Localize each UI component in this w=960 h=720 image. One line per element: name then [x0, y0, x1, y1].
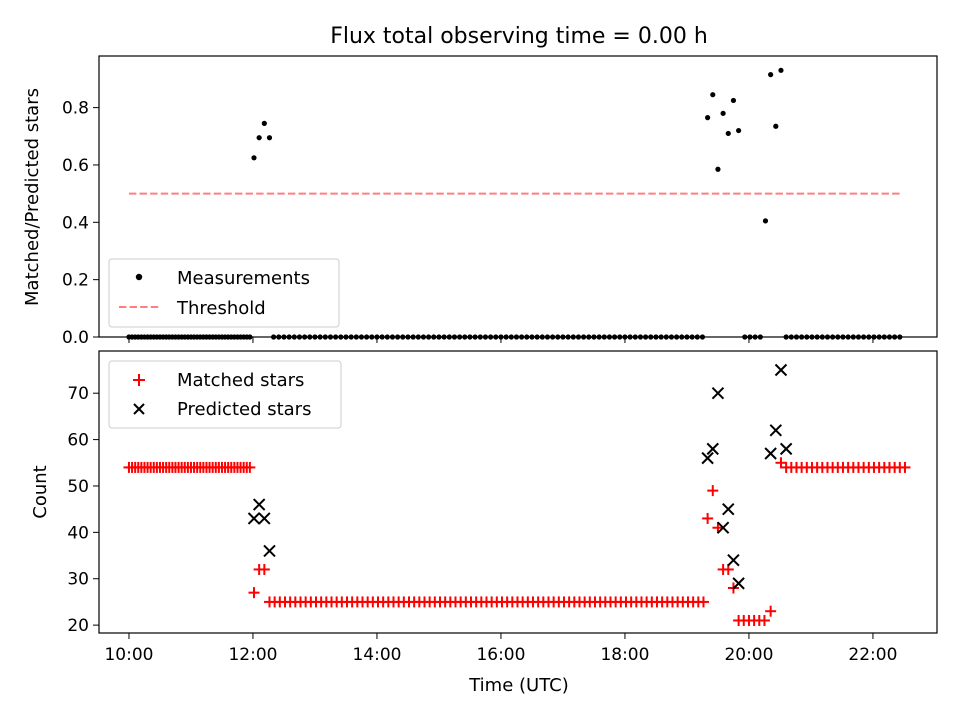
measurement-point — [710, 92, 716, 98]
predicted-star-point — [732, 577, 745, 590]
top-y-tick-label: 0.8 — [62, 99, 89, 119]
measurement-point — [762, 218, 769, 224]
bottom-legend-box — [108, 360, 342, 429]
top-legend-box — [108, 258, 340, 328]
predicted-star-point — [258, 512, 271, 525]
bottom-y-tick-label: 60 — [67, 431, 89, 451]
predicted-star-point — [263, 544, 276, 558]
predicted-star-point — [711, 387, 725, 400]
predicted-star-point — [706, 442, 719, 456]
top-legend: Measurements Threshold — [108, 258, 340, 328]
measurement-point — [705, 115, 711, 121]
legend-measurements-marker — [135, 273, 143, 281]
bottom-legend: Matched stars Predicted stars — [108, 360, 342, 429]
matched-star-point — [712, 522, 724, 534]
bottom-y-tick-label: 20 — [67, 616, 89, 636]
legend-predicted-marker — [133, 403, 145, 415]
measurement-point — [720, 110, 726, 116]
top-panel: 0.00.20.40.60.8 Matched/Predicted stars … — [22, 55, 938, 348]
top-y-tick-label: 0.4 — [62, 213, 89, 233]
measurement-point — [715, 166, 721, 172]
predicted-star-point — [774, 363, 788, 377]
measurement-point — [256, 135, 262, 141]
bottom-y-axis-label: Count — [30, 465, 51, 518]
x-tick-label: 18:00 — [600, 645, 649, 665]
predicted-star-point — [727, 553, 740, 567]
top-y-tick-label: 0.0 — [62, 328, 89, 348]
predicted-star-point — [722, 502, 735, 516]
x-tick-label: 14:00 — [352, 645, 401, 665]
predicted-star-points — [247, 363, 793, 590]
x-tick-label: 10:00 — [104, 645, 153, 665]
top-y-tick-label: 0.2 — [62, 271, 89, 291]
x-tick-label: 20:00 — [724, 645, 773, 665]
bottom-y-tick-label: 30 — [67, 570, 89, 590]
legend-matched-label: Matched stars — [177, 370, 304, 391]
predicted-star-point — [764, 447, 777, 460]
bottom-y-tick-label: 40 — [67, 523, 89, 543]
top-y-ticks: 0.0 0.2 0.4 0.6 0.8 — [62, 99, 99, 348]
matched-star-point — [248, 587, 260, 599]
bottom-x-ticks: 10:00 12:00 14:00 16:00 18:00 20:00 22:00 — [104, 633, 897, 665]
matched-star-points — [123, 457, 911, 626]
top-axes-frame — [98, 55, 938, 338]
matched-star-point — [899, 461, 911, 473]
matched-star-point — [707, 485, 719, 497]
chart-title: Flux total observing time = 0.00 h — [330, 24, 708, 49]
x-tick-label: 12:00 — [228, 645, 277, 665]
bottom-axes-frame — [98, 350, 938, 634]
top-y-tick-label: 0.6 — [62, 156, 89, 176]
bottom-y-tick-label: 50 — [67, 477, 89, 497]
measurement-point — [266, 135, 273, 141]
matched-star-point — [765, 605, 777, 617]
measurement-point — [251, 155, 257, 161]
legend-predicted-label: Predicted stars — [177, 399, 311, 420]
measurement-point — [736, 127, 742, 134]
predicted-star-point — [779, 442, 793, 456]
matched-star-point — [702, 512, 714, 524]
predicted-star-point — [247, 512, 261, 525]
legend-measurements-label: Measurements — [177, 268, 310, 289]
measurement-point — [725, 130, 731, 137]
predicted-star-point — [716, 521, 730, 534]
measurement-point — [773, 123, 779, 129]
measurement-point — [778, 67, 784, 73]
predicted-star-point — [252, 498, 266, 511]
predicted-star-point — [769, 424, 783, 437]
top-y-axis-label: Matched/Predicted stars — [22, 88, 43, 306]
x-tick-label: 16:00 — [476, 645, 525, 665]
bottom-y-ticks: 20 30 40 50 60 70 — [67, 384, 99, 636]
matched-star-point — [758, 614, 770, 626]
legend-matched-marker — [133, 374, 145, 386]
measurement-point — [768, 72, 774, 78]
measurement-point — [261, 120, 267, 126]
x-axis-label: Time (UTC) — [468, 675, 569, 696]
bottom-panel: 20 30 40 50 60 70 10:00 12:00 14:00 16:00 18:00 20… — [30, 350, 938, 696]
matched-star-point — [697, 596, 709, 608]
predicted-star-point — [701, 451, 714, 465]
matched-star-point — [258, 563, 270, 575]
matched-star-point — [244, 461, 256, 473]
legend-threshold-label: Threshold — [176, 298, 266, 319]
x-tick-label: 22:00 — [848, 645, 897, 665]
measurement-point — [730, 97, 737, 104]
bottom-y-tick-label: 70 — [67, 384, 89, 404]
